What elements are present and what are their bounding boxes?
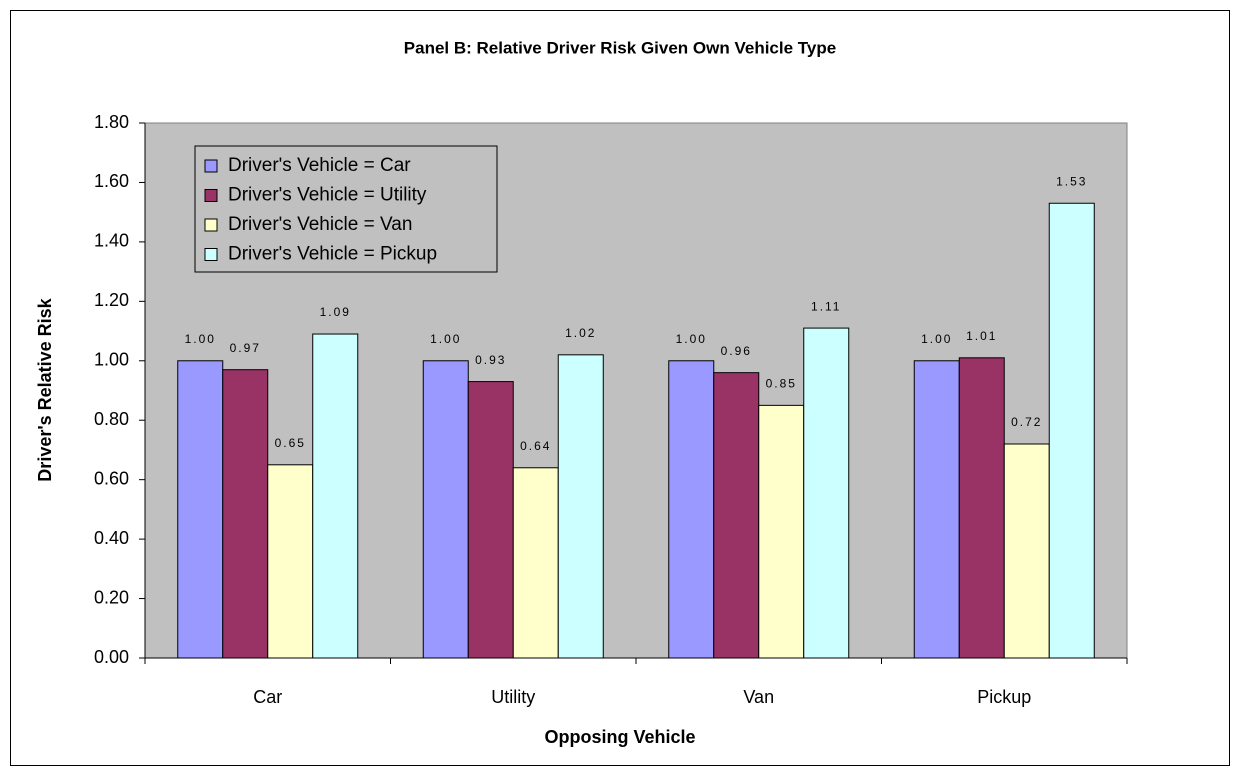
data-label: 0.64: [520, 439, 551, 453]
x-tick-label: Utility: [491, 687, 535, 707]
y-tick-label: 0.80: [94, 409, 129, 429]
y-tick-label: 0.40: [94, 528, 129, 548]
bar: [467, 381, 514, 659]
data-label: 1.00: [185, 332, 216, 346]
data-label: 0.85: [766, 377, 797, 391]
data-label: 0.93: [475, 353, 506, 367]
data-label: 1.11: [811, 299, 841, 313]
legend-box: [194, 145, 498, 273]
y-tick-label: 0.60: [94, 468, 129, 488]
bar: [222, 369, 269, 659]
bar: [668, 360, 715, 659]
y-tick-label: 0.20: [94, 587, 129, 607]
legend-label: Driver's Vehicle = Pickup: [228, 244, 437, 265]
bar: [177, 360, 224, 659]
bar: [713, 372, 760, 659]
data-label: 0.72: [1011, 415, 1042, 429]
x-tick-label: Car: [253, 687, 282, 707]
legend-swatch: [204, 218, 218, 232]
y-tick-label: 1.60: [94, 171, 129, 191]
data-label: 1.53: [1056, 174, 1087, 188]
data-label: 0.96: [721, 344, 752, 358]
data-label: 1.02: [565, 326, 596, 340]
data-label: 1.00: [921, 332, 952, 346]
bar: [803, 327, 850, 659]
x-tick-label: Pickup: [977, 687, 1031, 707]
data-label: 1.01: [966, 329, 997, 343]
data-label: 1.00: [676, 332, 707, 346]
bar: [267, 464, 314, 659]
legend-swatch: [204, 248, 218, 261]
data-label: 0.65: [275, 436, 306, 450]
legend-label: Driver's Vehicle = Van: [228, 214, 412, 235]
legend-label: Driver's Vehicle = Utility: [228, 185, 427, 206]
bar: [422, 360, 469, 659]
bar: [1003, 443, 1050, 659]
y-tick-label: 0.00: [94, 647, 129, 667]
bar: [1048, 202, 1095, 659]
bar: [758, 404, 805, 659]
y-tick-label: 1.80: [94, 112, 129, 132]
bar: [557, 354, 604, 659]
bar: [512, 467, 559, 659]
data-label: 0.97: [230, 341, 261, 355]
legend-swatch: [204, 189, 218, 202]
y-axis-label: Driver's Relative Risk: [35, 297, 55, 481]
chart-title: Panel B: Relative Driver Risk Given Own …: [404, 38, 836, 57]
data-label: 1.09: [320, 305, 351, 319]
bar: [958, 357, 1005, 659]
bar: [312, 333, 359, 659]
data-label: 1.00: [430, 332, 461, 346]
legend-swatch: [204, 159, 218, 173]
y-tick-label: 1.00: [94, 350, 129, 370]
y-tick-label: 1.40: [94, 231, 129, 251]
bar: [913, 360, 960, 659]
x-axis-label: Opposing Vehicle: [544, 727, 695, 747]
legend-label: Driver's Vehicle = Car: [228, 155, 411, 176]
y-tick-label: 1.20: [94, 290, 129, 310]
x-tick-label: Van: [743, 687, 774, 707]
